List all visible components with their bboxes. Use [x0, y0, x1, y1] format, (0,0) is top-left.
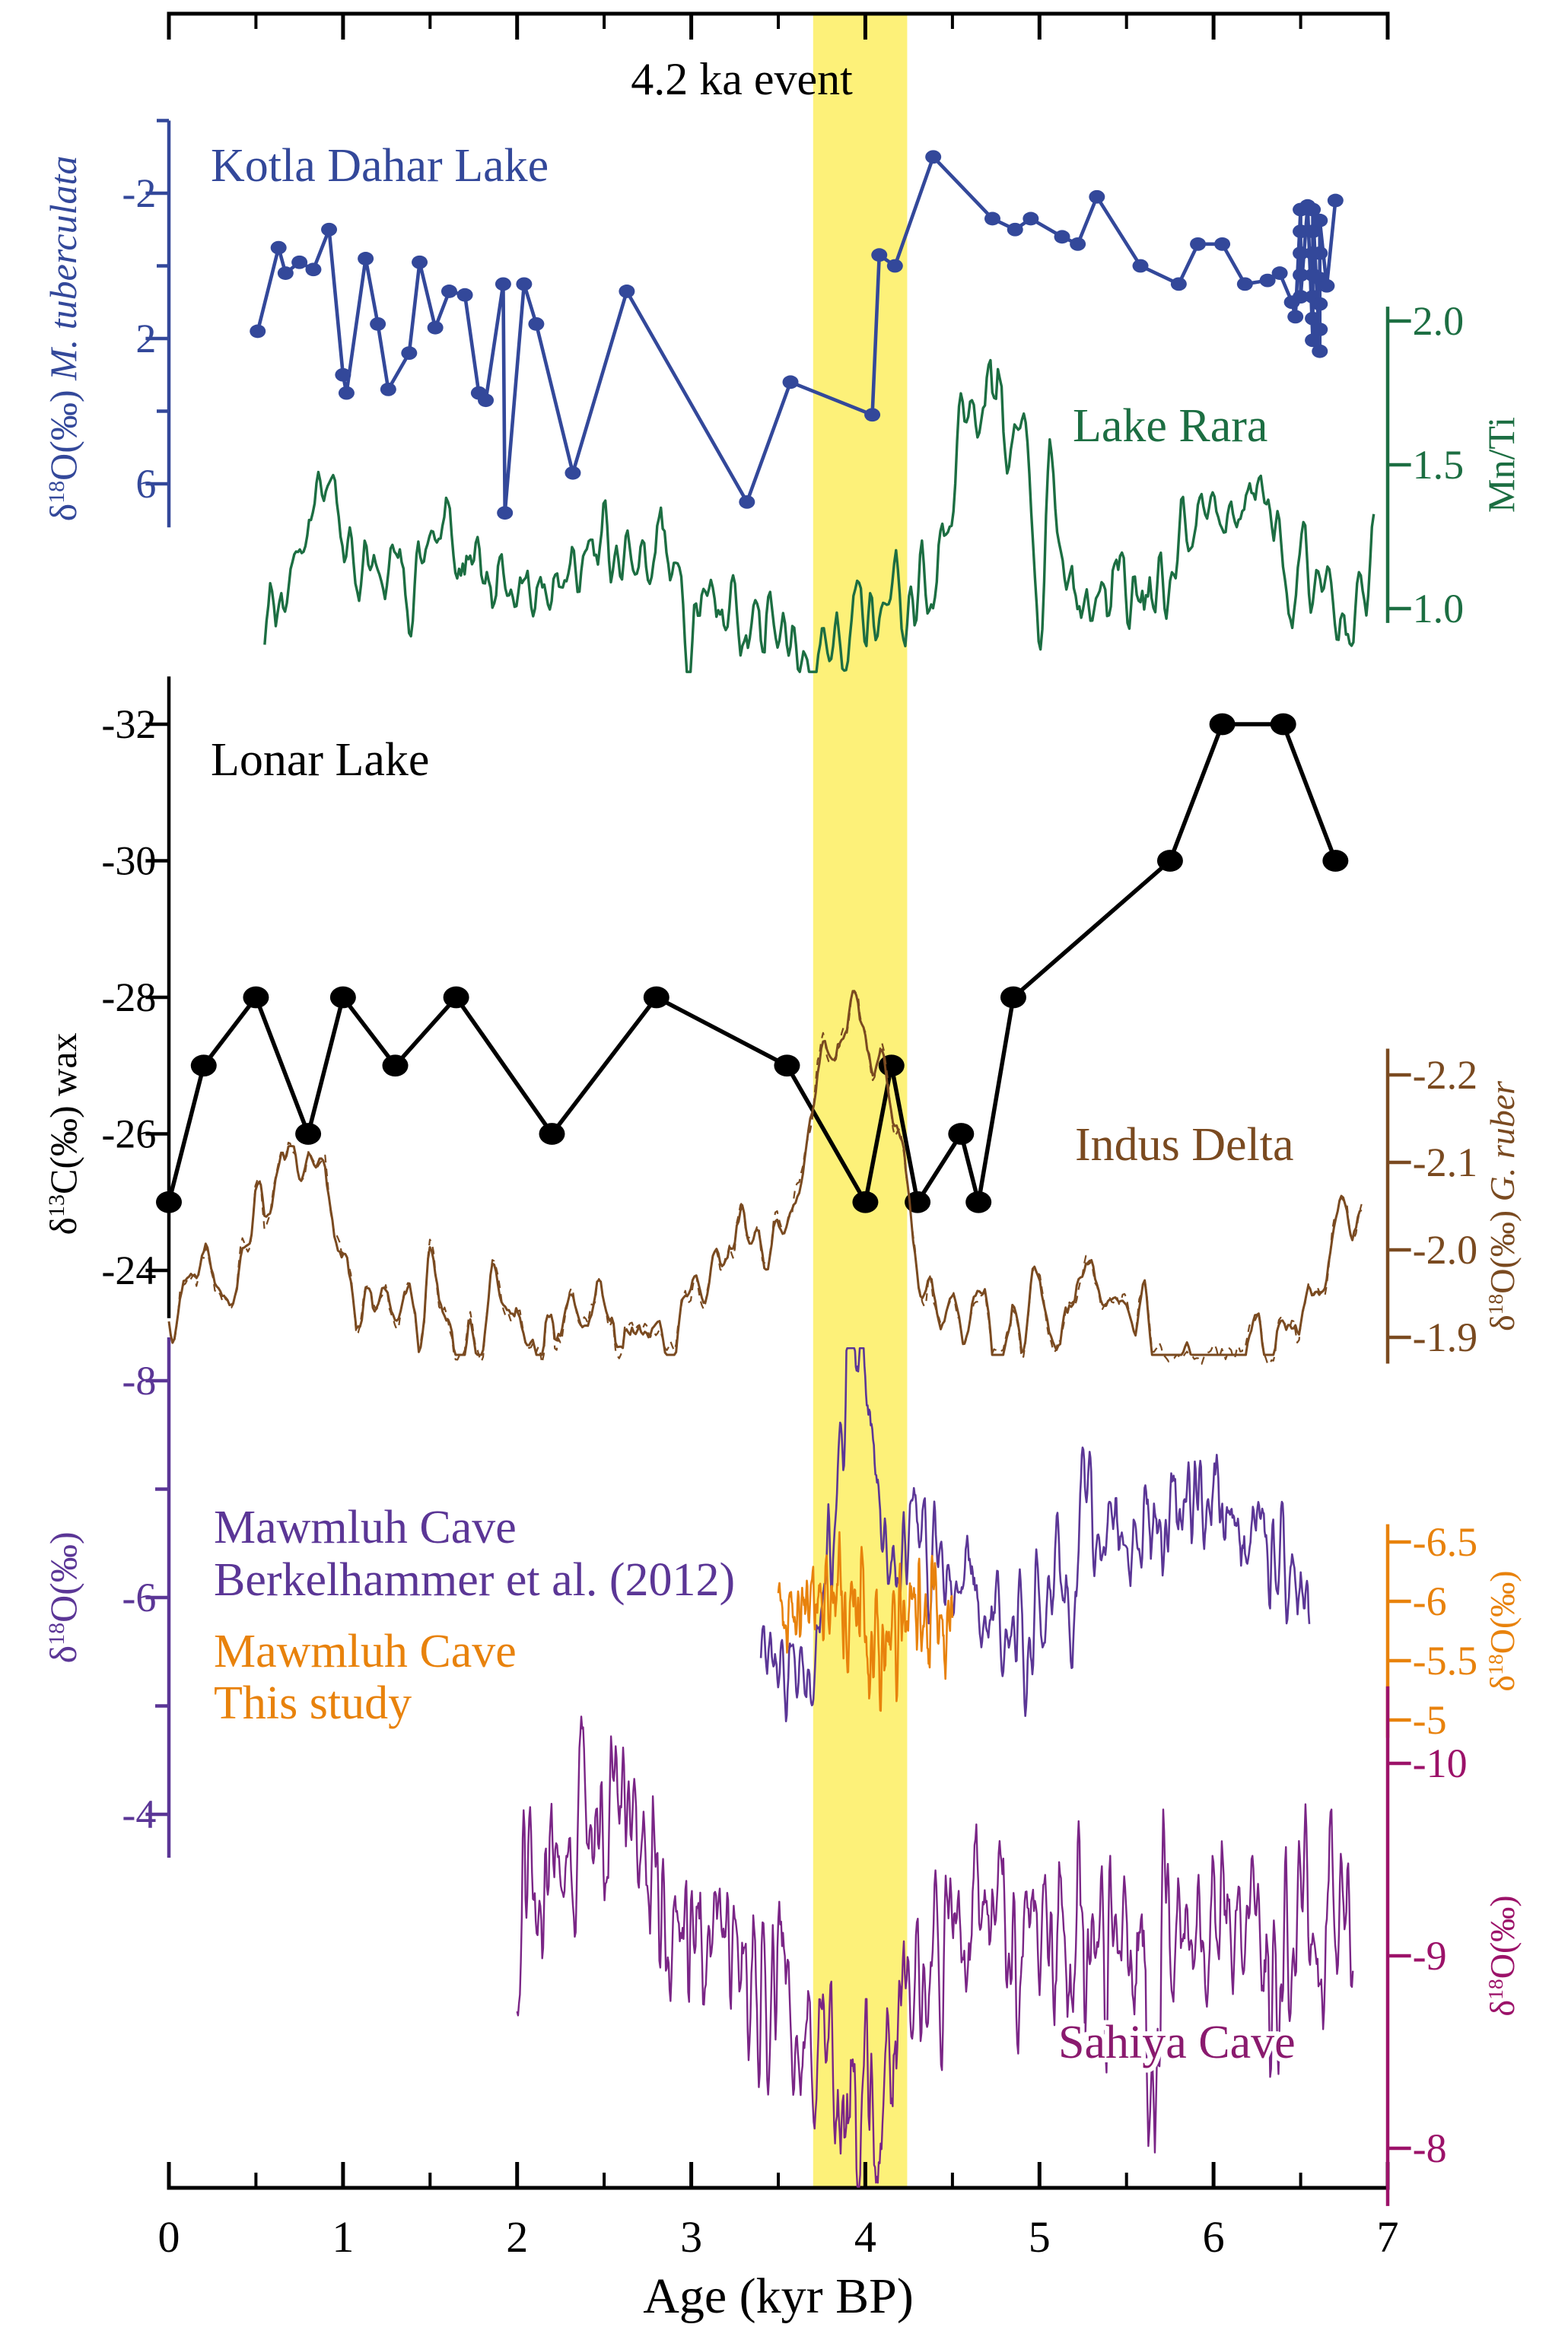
svg-text:-24: -24	[101, 1248, 156, 1293]
svg-text:δ18O(‰) G. ruber: δ18O(‰) G. ruber	[1483, 1080, 1522, 1331]
svg-text:-6: -6	[122, 1575, 156, 1620]
svg-text:-6.5: -6.5	[1413, 1519, 1477, 1565]
svg-text:-2.0: -2.0	[1413, 1227, 1477, 1273]
svg-text:Kotla Dahar Lake: Kotla Dahar Lake	[211, 140, 549, 192]
svg-text:Berkelhammer et al. (2012): Berkelhammer et al. (2012)	[214, 1554, 735, 1606]
svg-text:Age (kyr BP): Age (kyr BP)	[643, 2268, 914, 2324]
svg-text:Lonar Lake: Lonar Lake	[211, 734, 429, 786]
svg-text:-32: -32	[101, 701, 156, 747]
svg-text:δ18O(‰) M. tuberculata: δ18O(‰) M. tuberculata	[42, 156, 84, 522]
svg-text:1: 1	[332, 2212, 354, 2262]
svg-text:This study: This study	[214, 1677, 412, 1729]
svg-text:6: 6	[135, 461, 156, 507]
svg-text:2: 2	[506, 2212, 528, 2262]
svg-text:-2.2: -2.2	[1413, 1052, 1477, 1098]
svg-text:4.2 ka event: 4.2 ka event	[631, 54, 853, 104]
svg-text:-30: -30	[101, 838, 156, 884]
svg-text:-8: -8	[1413, 2125, 1447, 2171]
svg-text:Indus Delta: Indus Delta	[1075, 1119, 1294, 1171]
svg-text:-10: -10	[1413, 1741, 1468, 1786]
svg-text:3: 3	[680, 2212, 702, 2262]
svg-text:-2.1: -2.1	[1413, 1140, 1477, 1185]
svg-text:Mawmluh Cave: Mawmluh Cave	[214, 1626, 517, 1677]
svg-text:Mn/Ti: Mn/Ti	[1480, 417, 1522, 513]
svg-text:-1.9: -1.9	[1413, 1315, 1477, 1360]
svg-text:4: 4	[854, 2212, 876, 2262]
svg-text:Sahiya Cave: Sahiya Cave	[1058, 2017, 1296, 2068]
svg-text:0: 0	[158, 2212, 180, 2262]
svg-text:-4: -4	[122, 1792, 156, 1837]
svg-text:-2: -2	[122, 170, 156, 216]
svg-text:7: 7	[1377, 2212, 1399, 2262]
svg-text:-6: -6	[1413, 1579, 1447, 1624]
svg-text:6: 6	[1203, 2212, 1225, 2262]
svg-text:-26: -26	[101, 1111, 156, 1157]
svg-text:-5.5: -5.5	[1413, 1638, 1477, 1683]
svg-text:2.0: 2.0	[1413, 298, 1465, 344]
svg-text:1.5: 1.5	[1413, 442, 1465, 488]
svg-text:-8: -8	[122, 1358, 156, 1404]
svg-text:Mawmluh Cave: Mawmluh Cave	[214, 1502, 517, 1553]
svg-text:-9: -9	[1413, 1933, 1447, 1979]
svg-text:2: 2	[135, 316, 156, 361]
svg-text:1.0: 1.0	[1413, 586, 1465, 631]
svg-text:Lake Rara: Lake Rara	[1073, 400, 1267, 452]
svg-text:-28: -28	[101, 974, 156, 1020]
svg-text:-5: -5	[1413, 1697, 1447, 1743]
svg-text:5: 5	[1029, 2212, 1051, 2262]
